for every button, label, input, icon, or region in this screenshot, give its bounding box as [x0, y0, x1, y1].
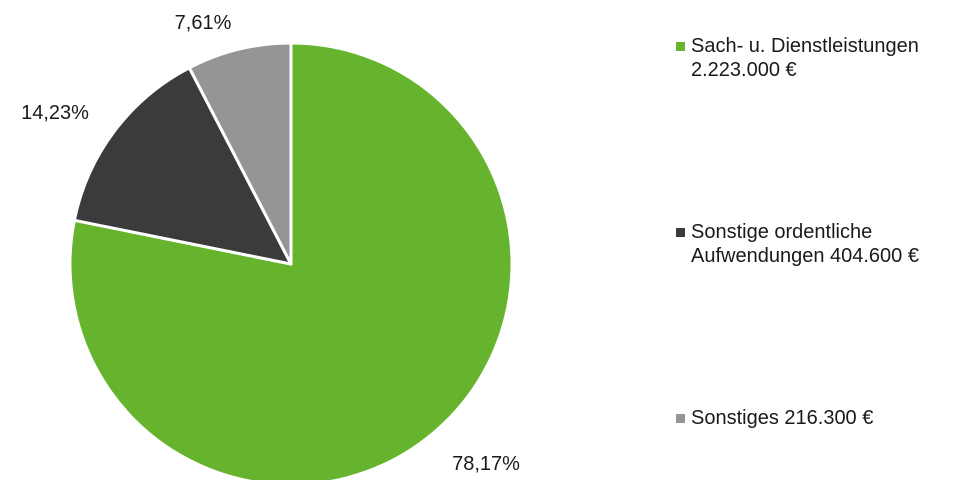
legend-label-sonstiges: Sonstiges 216.300 € [691, 407, 874, 429]
legend-item-sach-dienstleistungen: Sach- u. Dienstleistungen 2.223.000 € [676, 34, 919, 82]
pie-data-labels: 78,17% 14,23% 7,61% [21, 12, 520, 475]
legend-swatch-green [676, 42, 685, 51]
legend-item-sonstiges: Sonstiges 216.300 € [676, 406, 873, 430]
chart-legend: Sach- u. Dienstleistungen 2.223.000 € So… [676, 0, 978, 480]
slice-label-sonstige-ordentliche-aufwendungen: 14,23% [21, 102, 89, 124]
pie-slice-sonstige-ordentliche-aufwendungen [72, 66, 293, 266]
pie-slice-sonstiges [187, 41, 293, 266]
legend-swatch-dark-gray [676, 228, 685, 237]
legend-label-sonstige-ordentliche-aufwendungen: Sonstige ordentliche Aufwendungen 404.60… [691, 221, 919, 267]
pie-slices [68, 41, 514, 480]
legend-swatch-light-gray [676, 414, 685, 423]
slice-label-sonstiges: 7,61% [175, 12, 232, 34]
legend-label-sach-dienstleistungen: Sach- u. Dienstleistungen 2.223.000 € [691, 35, 919, 81]
legend-item-sonstige-ordentliche-aufwendungen: Sonstige ordentliche Aufwendungen 404.60… [676, 220, 919, 268]
slice-label-sach-dienstleistungen: 78,17% [452, 453, 520, 475]
